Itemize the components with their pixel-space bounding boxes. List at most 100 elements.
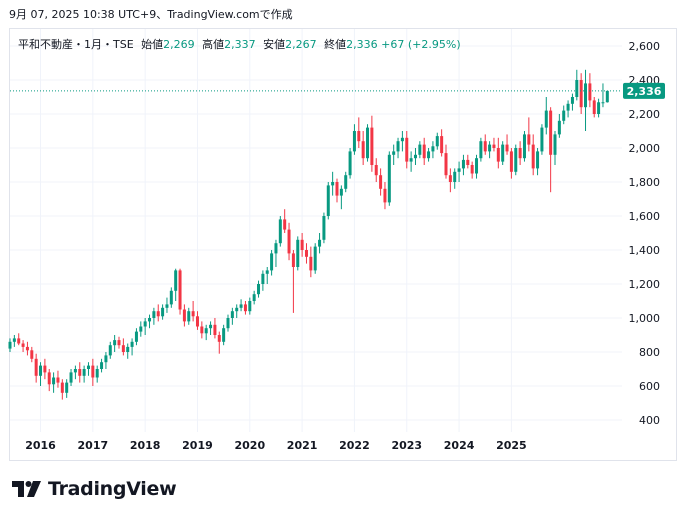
candle[interactable] bbox=[557, 114, 561, 138]
candle[interactable] bbox=[479, 137, 483, 162]
candle[interactable] bbox=[357, 117, 361, 148]
candle[interactable] bbox=[152, 307, 156, 325]
candle[interactable] bbox=[566, 100, 570, 118]
candle[interactable] bbox=[148, 314, 152, 329]
candle[interactable] bbox=[562, 105, 566, 125]
candle[interactable] bbox=[444, 144, 448, 179]
candle[interactable] bbox=[509, 148, 513, 179]
candle[interactable] bbox=[222, 324, 226, 346]
candle[interactable] bbox=[588, 73, 592, 108]
candle[interactable] bbox=[475, 154, 479, 179]
candle[interactable] bbox=[187, 307, 191, 325]
candle[interactable] bbox=[440, 129, 444, 157]
candle[interactable] bbox=[182, 304, 186, 327]
candle[interactable] bbox=[466, 154, 470, 169]
candle[interactable] bbox=[392, 144, 396, 165]
candle[interactable] bbox=[553, 131, 557, 165]
candle[interactable] bbox=[291, 250, 295, 313]
candle[interactable] bbox=[161, 304, 165, 320]
candle[interactable] bbox=[597, 98, 601, 118]
candle[interactable] bbox=[400, 131, 404, 152]
candle[interactable] bbox=[43, 358, 47, 380]
tradingview-brand[interactable]: TradingView bbox=[12, 478, 177, 500]
candle[interactable] bbox=[605, 90, 609, 103]
candle[interactable] bbox=[387, 151, 391, 206]
candle[interactable] bbox=[204, 324, 208, 341]
candle[interactable] bbox=[113, 335, 117, 352]
candle[interactable] bbox=[348, 148, 352, 179]
candle[interactable] bbox=[492, 137, 496, 152]
candle[interactable] bbox=[483, 134, 487, 155]
candle[interactable] bbox=[601, 83, 605, 108]
candle[interactable] bbox=[344, 171, 348, 193]
candle[interactable] bbox=[34, 353, 38, 383]
candle[interactable] bbox=[396, 137, 400, 159]
candle[interactable] bbox=[86, 362, 90, 376]
candle[interactable] bbox=[235, 304, 239, 318]
candle[interactable] bbox=[126, 343, 130, 359]
candle[interactable] bbox=[108, 341, 112, 359]
candle[interactable] bbox=[287, 222, 291, 261]
candle[interactable] bbox=[248, 297, 252, 315]
candle[interactable] bbox=[352, 124, 356, 155]
candle[interactable] bbox=[104, 352, 108, 369]
candle[interactable] bbox=[427, 148, 431, 162]
candle[interactable] bbox=[121, 338, 125, 356]
candle[interactable] bbox=[100, 358, 104, 373]
candle[interactable] bbox=[570, 93, 574, 111]
candle[interactable] bbox=[243, 301, 247, 315]
candle[interactable] bbox=[448, 168, 452, 193]
candle[interactable] bbox=[82, 365, 86, 383]
candle[interactable] bbox=[379, 168, 383, 196]
candle[interactable] bbox=[339, 185, 343, 210]
candle[interactable] bbox=[488, 141, 492, 159]
candle[interactable] bbox=[318, 233, 322, 254]
candle[interactable] bbox=[304, 243, 308, 264]
candle[interactable] bbox=[39, 362, 43, 386]
candle[interactable] bbox=[527, 117, 531, 152]
candle[interactable] bbox=[209, 321, 213, 335]
candle[interactable] bbox=[239, 299, 243, 312]
candle[interactable] bbox=[431, 141, 435, 159]
candle[interactable] bbox=[278, 216, 282, 247]
candle[interactable] bbox=[461, 154, 465, 176]
candle[interactable] bbox=[313, 243, 317, 274]
candle[interactable] bbox=[522, 131, 526, 162]
candle[interactable] bbox=[261, 270, 265, 291]
candle[interactable] bbox=[422, 137, 426, 165]
candle[interactable] bbox=[56, 370, 60, 388]
candle[interactable] bbox=[174, 268, 178, 301]
candle[interactable] bbox=[134, 328, 138, 346]
candle[interactable] bbox=[540, 124, 544, 155]
candle[interactable] bbox=[21, 340, 25, 352]
candle[interactable] bbox=[283, 209, 287, 233]
candle[interactable] bbox=[73, 365, 77, 380]
candle[interactable] bbox=[257, 280, 261, 298]
candle[interactable] bbox=[374, 158, 378, 182]
candle[interactable] bbox=[366, 124, 370, 162]
candle[interactable] bbox=[178, 268, 182, 315]
candle[interactable] bbox=[217, 331, 221, 354]
candle[interactable] bbox=[52, 372, 56, 393]
candle[interactable] bbox=[413, 148, 417, 165]
candle[interactable] bbox=[409, 151, 413, 172]
candle[interactable] bbox=[531, 134, 535, 176]
candle[interactable] bbox=[130, 338, 134, 356]
candle[interactable] bbox=[579, 73, 583, 114]
candle[interactable] bbox=[226, 314, 230, 332]
candle[interactable] bbox=[169, 287, 173, 308]
candle[interactable] bbox=[117, 336, 121, 349]
candle[interactable] bbox=[575, 69, 579, 101]
candle[interactable] bbox=[300, 233, 304, 257]
candle[interactable] bbox=[405, 131, 409, 169]
candle[interactable] bbox=[78, 362, 82, 383]
candle[interactable] bbox=[418, 141, 422, 159]
candle[interactable] bbox=[270, 250, 274, 276]
candle[interactable] bbox=[60, 379, 64, 400]
candle[interactable] bbox=[453, 168, 457, 189]
candle[interactable] bbox=[230, 307, 234, 325]
candle[interactable] bbox=[95, 365, 99, 383]
candle[interactable] bbox=[12, 335, 16, 347]
candle[interactable] bbox=[322, 212, 326, 244]
candle[interactable] bbox=[17, 333, 21, 346]
